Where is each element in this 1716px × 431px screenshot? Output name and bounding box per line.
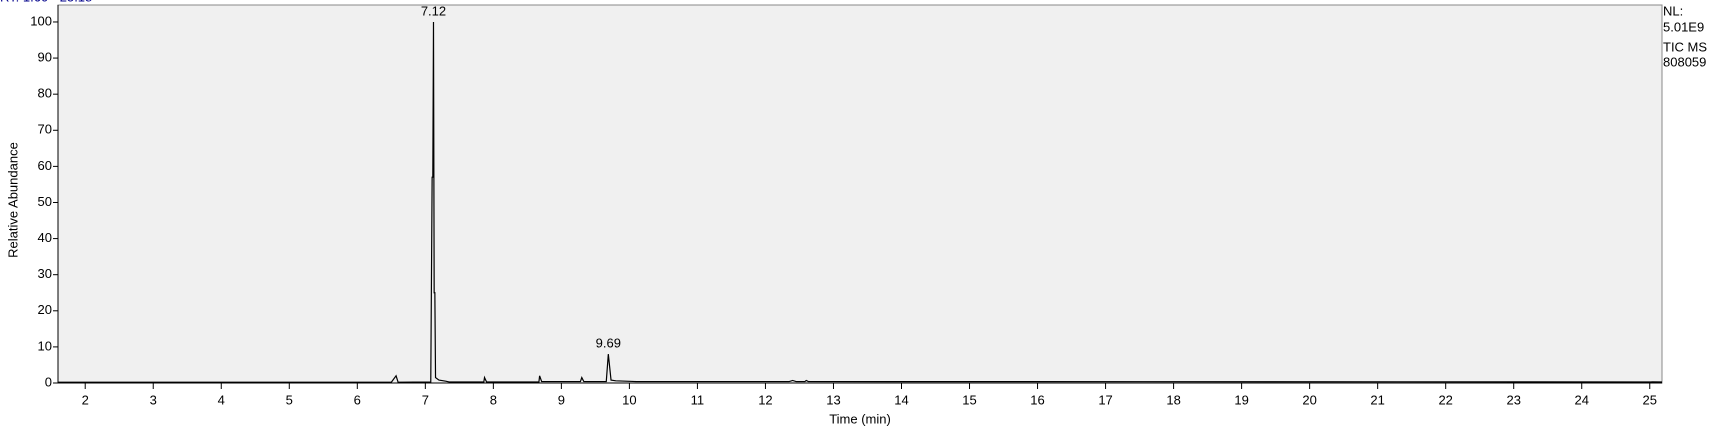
x-tick-label: 23 (1506, 392, 1520, 407)
x-tick-label: 11 (691, 392, 705, 407)
y-tick-label: 10 (38, 338, 52, 353)
x-tick-label: 13 (826, 392, 840, 407)
x-tick-label: 5 (286, 392, 293, 407)
info-text: 5.01E9 (1663, 19, 1704, 34)
x-tick-label: 9 (558, 392, 565, 407)
trace (58, 21, 1663, 383)
plot-area (57, 4, 1663, 384)
info-text: TIC MS (1663, 39, 1707, 54)
x-tick-label: 10 (622, 392, 636, 407)
y-tick-label: 90 (38, 50, 52, 65)
x-tick-label: 25 (1643, 392, 1657, 407)
x-tick-label: 17 (1098, 392, 1112, 407)
y-tick-label: 60 (38, 158, 52, 173)
range-label: RT: 1.60 - 25.18 (0, 0, 92, 4)
y-tick-label: 30 (38, 266, 52, 281)
y-tick-label: 50 (38, 194, 52, 209)
y-tick-label: 0 (45, 374, 52, 389)
x-tick-label: 8 (490, 392, 497, 407)
y-tick-label: 100 (30, 13, 52, 28)
x-tick-label: 19 (1234, 392, 1248, 407)
y-tick-label: 20 (38, 302, 52, 317)
y-axis-label: Relative Abundance (5, 142, 20, 258)
x-tick-label: 4 (218, 392, 225, 407)
x-tick-label: 16 (1030, 392, 1044, 407)
y-tick-label: 40 (38, 230, 52, 245)
x-tick-label: 22 (1438, 392, 1452, 407)
y-tick-label: 80 (38, 86, 52, 101)
x-tick-label: 14 (894, 392, 908, 407)
x-tick-label: 6 (354, 392, 361, 407)
info-text: 808059 (1663, 54, 1706, 69)
x-tick-label: 18 (1166, 392, 1180, 407)
info-text: NL: (1663, 3, 1683, 18)
x-axis-label: Time (min) (829, 411, 891, 426)
x-tick-label: 24 (1574, 392, 1588, 407)
x-tick-label: 3 (150, 392, 157, 407)
x-tick-label: 7 (422, 392, 429, 407)
x-tick-label: 15 (962, 392, 976, 407)
y-tick-label: 70 (38, 122, 52, 137)
x-tick-label: 12 (758, 392, 772, 407)
x-tick-label: 2 (82, 392, 89, 407)
peak-label: 7.12 (421, 3, 446, 18)
x-tick-label: 20 (1302, 392, 1316, 407)
peak-label: 9.69 (596, 336, 621, 351)
x-tick-label: 21 (1370, 392, 1384, 407)
